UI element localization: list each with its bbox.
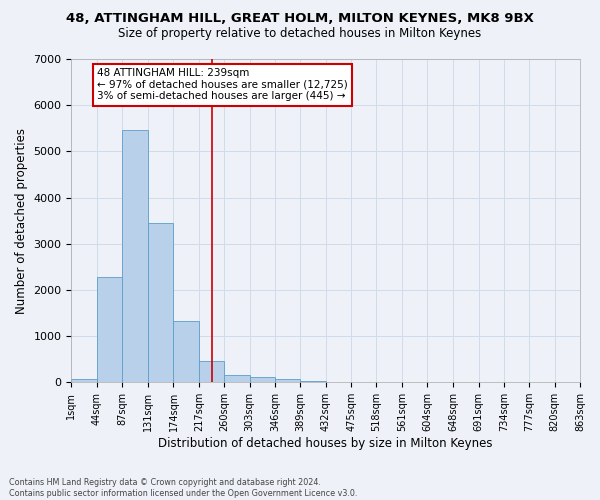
Bar: [224, 374, 250, 382]
Bar: [199, 360, 224, 382]
X-axis label: Distribution of detached houses by size in Milton Keynes: Distribution of detached houses by size …: [158, 437, 493, 450]
Bar: [250, 378, 275, 382]
Bar: [301, 381, 326, 382]
Bar: [71, 379, 97, 382]
Bar: [173, 322, 199, 382]
Text: Size of property relative to detached houses in Milton Keynes: Size of property relative to detached ho…: [118, 28, 482, 40]
Y-axis label: Number of detached properties: Number of detached properties: [15, 128, 28, 314]
Text: Contains HM Land Registry data © Crown copyright and database right 2024.
Contai: Contains HM Land Registry data © Crown c…: [9, 478, 358, 498]
Bar: [97, 277, 122, 382]
Bar: [275, 379, 301, 382]
Bar: [122, 130, 148, 382]
Text: 48 ATTINGHAM HILL: 239sqm
← 97% of detached houses are smaller (12,725)
3% of se: 48 ATTINGHAM HILL: 239sqm ← 97% of detac…: [97, 68, 347, 102]
Bar: [148, 223, 173, 382]
Text: 48, ATTINGHAM HILL, GREAT HOLM, MILTON KEYNES, MK8 9BX: 48, ATTINGHAM HILL, GREAT HOLM, MILTON K…: [66, 12, 534, 26]
